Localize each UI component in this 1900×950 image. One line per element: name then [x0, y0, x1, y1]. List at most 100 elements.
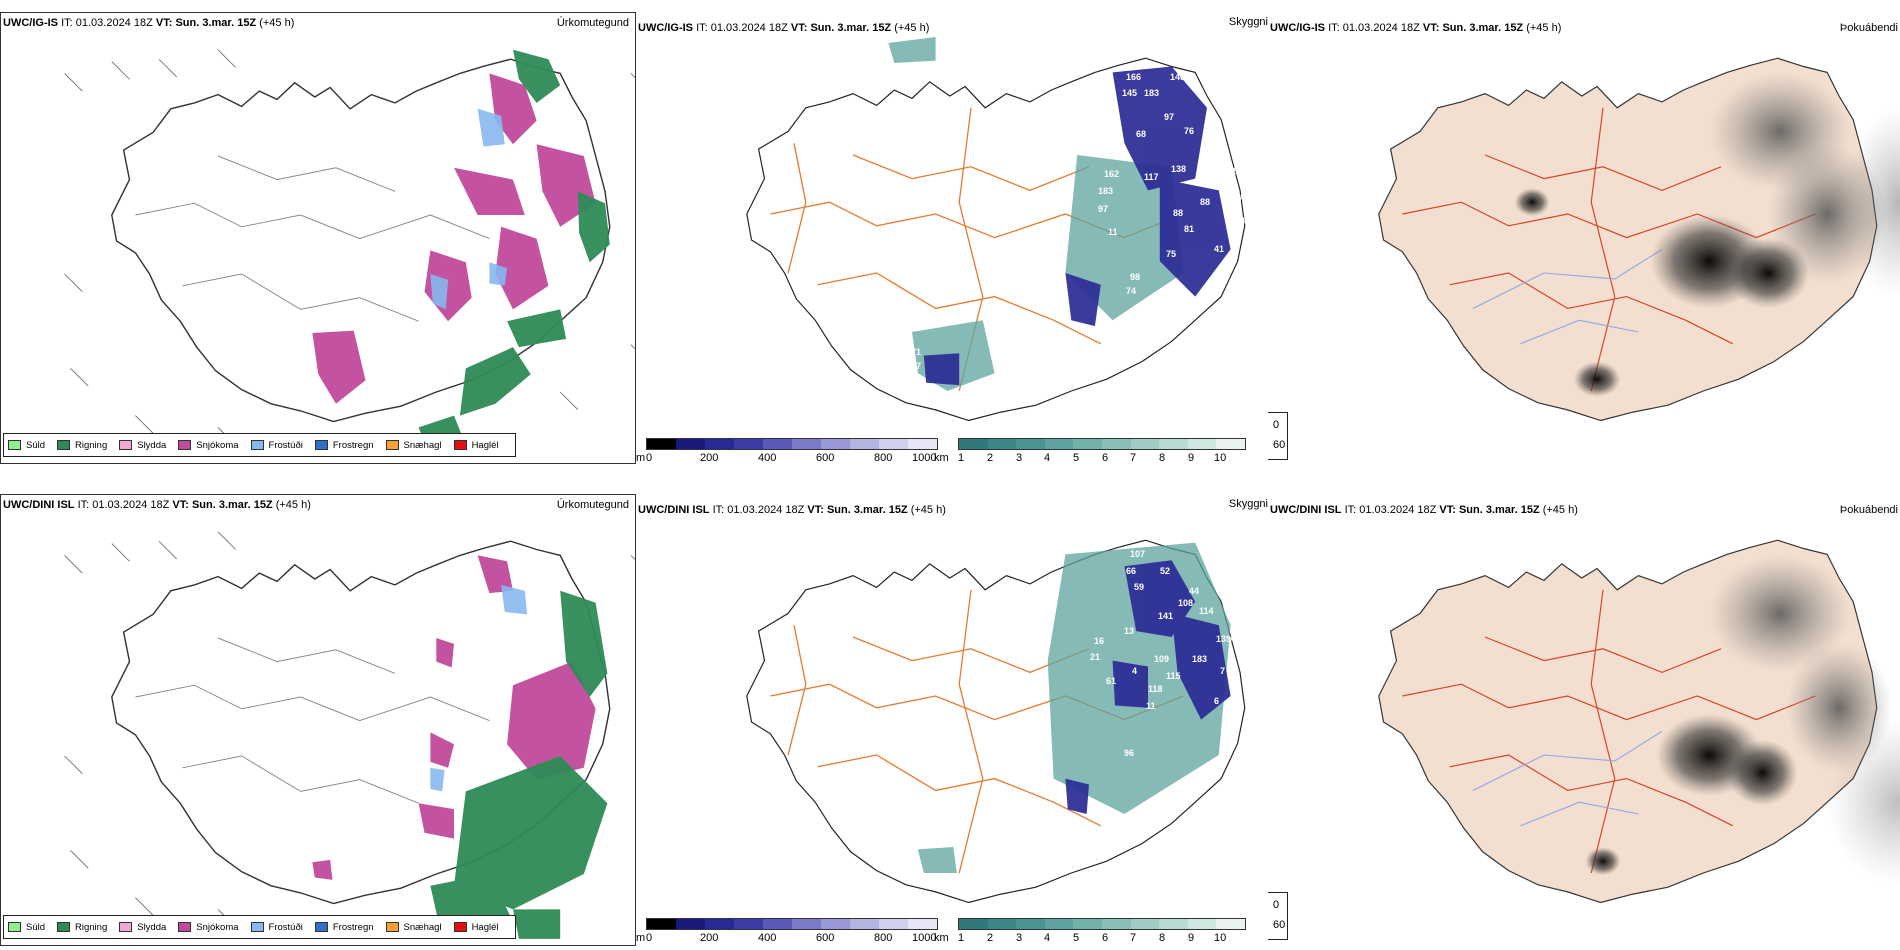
vis-label: 183 [1098, 186, 1113, 196]
legend-item-frostudi: Frostúði [250, 922, 303, 933]
swatch-sudl [8, 440, 21, 450]
vis-label: 88 [1200, 197, 1210, 207]
visibility-unit: km [934, 932, 949, 944]
fog-panel-row2: UWC/DINI ISL IT: 01.03.2024 18Z VT: Sun.… [1268, 494, 1900, 946]
swatch-snjokoma [178, 440, 192, 450]
fog-label: 0 [1273, 419, 1280, 431]
legend-item-slydda: Slydda [119, 440, 166, 451]
legend-item-slydda: Slydda [119, 922, 166, 933]
visibility-tick: 2 [987, 932, 994, 944]
vis-label: 148 [1170, 72, 1185, 82]
vis-label: 107 [1130, 549, 1145, 559]
swatch-frostregn [314, 440, 328, 450]
visibility-map: 107 66 52 59 44 114 141 108 139 109 115 … [746, 539, 1246, 904]
visibility-bar-strip [958, 438, 1246, 450]
legend-item-sudl: Súld [8, 922, 45, 933]
vis-label: 76 [1248, 179, 1258, 189]
panel-header: UWC/IG-IS IT: 01.03.2024 18Z VT: Sun. 3.… [3, 17, 295, 29]
visibility-tick: 7 [1130, 452, 1137, 464]
legend-item-haglel: Haglél [453, 440, 499, 451]
vis-label: 11 [1146, 701, 1156, 711]
vis-label: 88 [1173, 208, 1183, 218]
vis-label: 166 [1126, 72, 1141, 82]
swatch-snaehagl [385, 440, 399, 450]
vis-label: 7 [1228, 636, 1233, 646]
vis-label: 4 [1132, 666, 1137, 676]
vis-label: 115 [1166, 671, 1181, 681]
elevation-tick: 400 [758, 452, 777, 464]
swatch-snjokoma [178, 922, 192, 932]
vis-label: 11 [1108, 227, 1118, 237]
vis-label: 68 [1136, 129, 1146, 139]
elevation-unit: m [636, 932, 646, 944]
vis-label: 6 [1214, 696, 1219, 706]
panel-header: UWC/IG-IS IT: 01.03.2024 18Z VT: Sun. 3.… [1270, 22, 1562, 34]
fog-legend: 0 60 [1268, 892, 1288, 940]
precip-map [64, 49, 635, 457]
vis-label: 183 [1144, 88, 1159, 98]
vis-label: 162 [1104, 169, 1119, 179]
vis-label: 52 [1160, 566, 1170, 576]
swatch-snaehagl [385, 922, 399, 932]
legend-item-rigning: Rigning [57, 922, 107, 933]
elevation-tick: 200 [700, 452, 719, 464]
visibility-tick: 5 [1073, 932, 1080, 944]
visibility-tick: 1 [958, 452, 965, 464]
vis-label: 7 [1220, 666, 1225, 676]
visibility-tick: 3 [1016, 932, 1023, 944]
precip-type-panel-row1: UWC/IG-IS IT: 01.03.2024 18Z VT: Sun. 3.… [0, 12, 636, 464]
vis-label: 13 [1124, 626, 1134, 636]
vis-label: 171 [906, 347, 921, 357]
vis-label: 183 [1192, 654, 1207, 664]
visibility-tick: 10 [1214, 932, 1227, 944]
visibility-tick: 4 [1044, 452, 1051, 464]
elevation-tick: 0 [646, 452, 653, 464]
visibility-panel-row2: UWC/DINI ISL IT: 01.03.2024 18Z VT: Sun.… [636, 494, 1272, 946]
vis-label: 145 [1122, 88, 1137, 98]
panel-title: Skyggni [1228, 498, 1268, 510]
legend-item-snaehagl: Snæhagl [385, 922, 442, 933]
elevation-colorbar: m 0 200 400 600 800 1000 [636, 918, 940, 946]
panel-title: Skyggni [1228, 16, 1268, 28]
visibility-tick: 8 [1159, 932, 1166, 944]
elevation-tick: 800 [874, 452, 893, 464]
vis-label: 109 [1154, 654, 1169, 664]
elevation-bar-strip [646, 438, 938, 450]
vis-label: 65 [1241, 140, 1251, 150]
vis-label: 167 [906, 361, 921, 371]
visibility-panel-row1: UWC/IG-IS IT: 01.03.2024 18Z VT: Sun. 3.… [636, 12, 1272, 464]
vis-label: 108 [1178, 598, 1193, 608]
legend-item-snjokoma: Snjókoma [178, 440, 239, 451]
precip-type-panel-row2: UWC/DINI ISL IT: 01.03.2024 18Z VT: Sun.… [0, 494, 636, 946]
vis-label: 101 [1216, 182, 1231, 192]
vis-label: 98 [1130, 272, 1140, 282]
panel-header: UWC/DINI ISL IT: 01.03.2024 18Z VT: Sun.… [1270, 504, 1578, 516]
vis-label: 73 [1213, 150, 1223, 160]
vis-label: 76 [1184, 126, 1194, 136]
legend-item-rigning: Rigning [57, 440, 107, 451]
visibility-colorbar: km 1 2 3 4 5 6 7 8 9 10 [934, 438, 1246, 464]
legend-item-haglel: Haglél [453, 922, 499, 933]
elevation-unit: m [636, 452, 646, 464]
panel-header: UWC/DINI ISL IT: 01.03.2024 18Z VT: Sun.… [638, 504, 946, 516]
fog-legend: 0 60 [1268, 412, 1288, 460]
visibility-tick: 6 [1102, 452, 1109, 464]
fog-map [1378, 539, 1900, 904]
visibility-tick: 9 [1188, 932, 1195, 944]
visibility-tick: 2 [987, 452, 994, 464]
elevation-tick: 600 [816, 932, 835, 944]
legend-item-frostregn: Frostregn [314, 922, 374, 933]
elevation-colorbar: m 0 200 400 600 800 1000 [636, 438, 940, 464]
swatch-slydda [119, 440, 133, 450]
vis-label: 114 [1199, 606, 1214, 616]
swatch-rigning [57, 440, 71, 450]
fog-label: 0 [1273, 899, 1280, 911]
visibility-unit: km [934, 452, 949, 464]
swatch-frostregn [314, 922, 328, 932]
fog-panel-row1: UWC/IG-IS IT: 01.03.2024 18Z VT: Sun. 3.… [1268, 12, 1900, 464]
visibility-tick: 1 [958, 932, 965, 944]
swatch-rigning [57, 922, 71, 932]
elevation-tick: 1000 [912, 932, 937, 944]
vis-label: 46 [1240, 216, 1250, 226]
legend-item-sudl: Súld [8, 440, 45, 451]
